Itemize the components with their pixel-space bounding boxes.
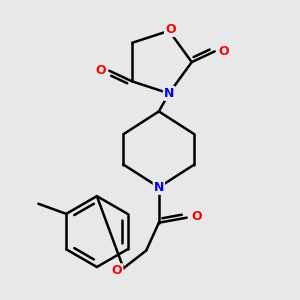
Text: O: O: [165, 23, 175, 36]
Text: N: N: [164, 87, 174, 100]
Text: O: O: [218, 45, 229, 58]
Text: N: N: [154, 181, 164, 194]
Text: O: O: [191, 210, 202, 223]
Text: O: O: [95, 64, 106, 77]
Text: O: O: [112, 264, 122, 277]
